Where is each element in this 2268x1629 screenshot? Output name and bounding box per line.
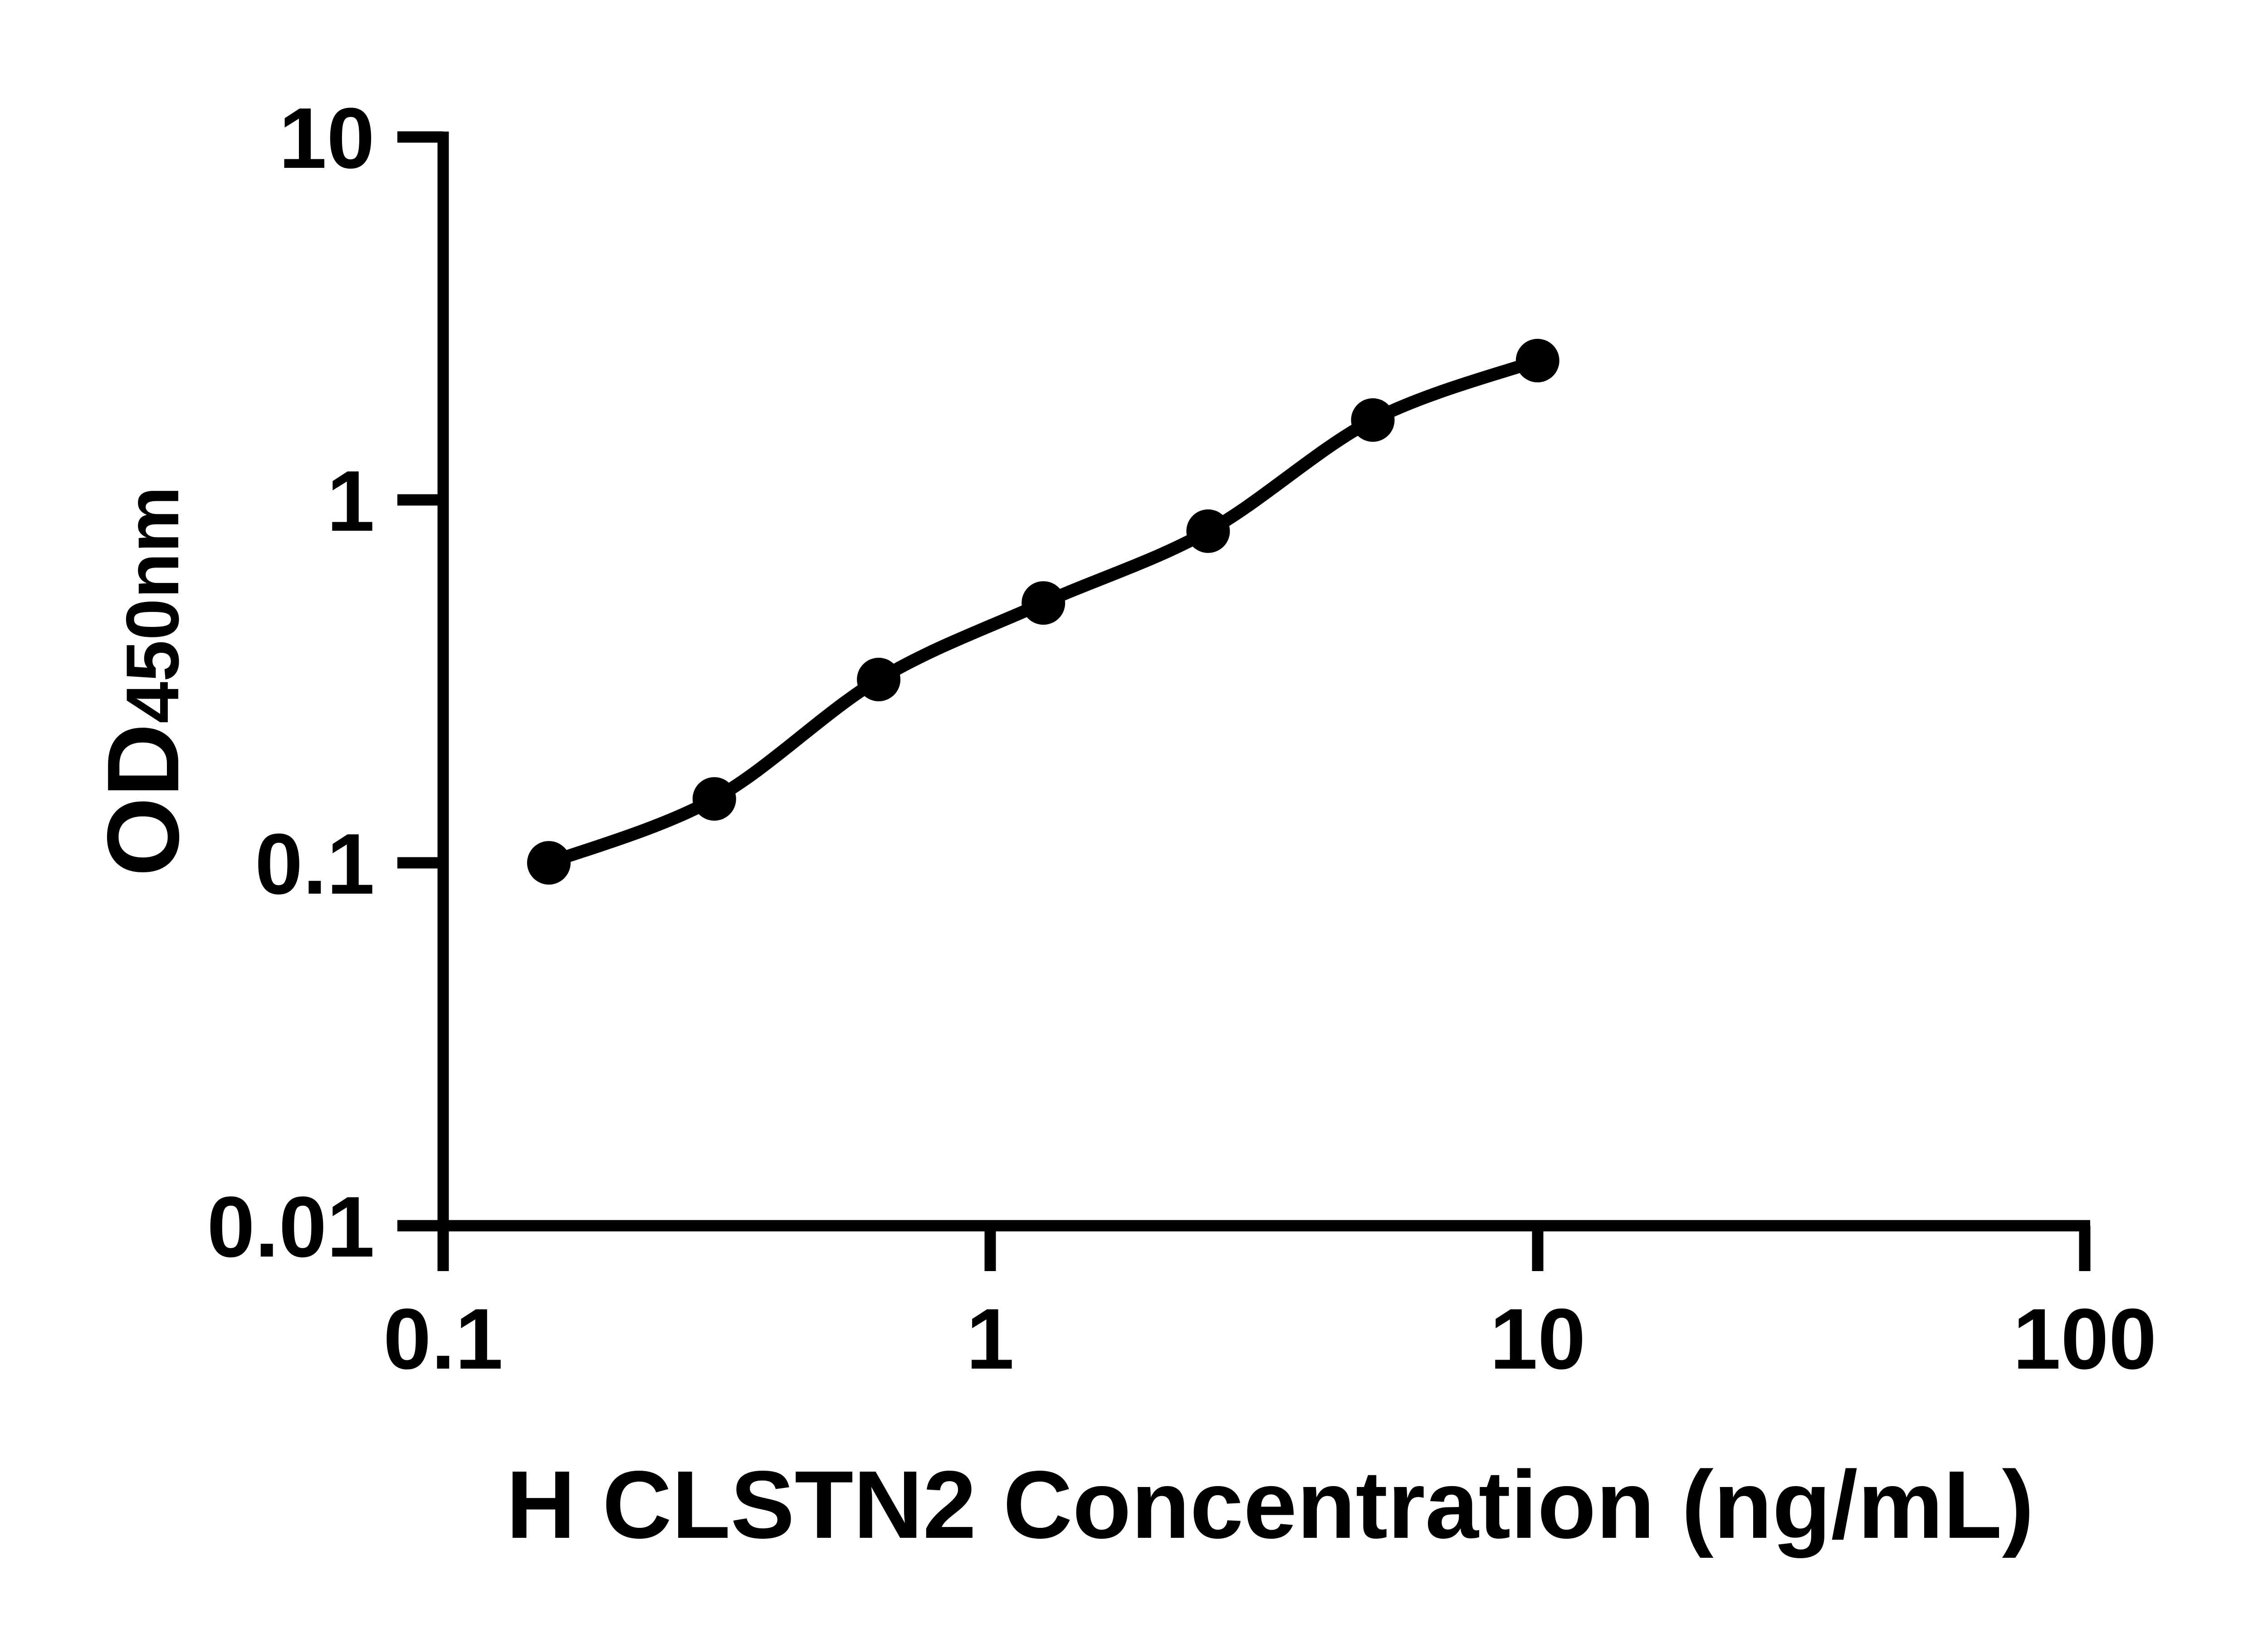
- x-axis-ticks: [437, 1226, 2091, 1271]
- x-axis-tick-labels: 0.1 1 10 100: [383, 1291, 2157, 1387]
- data-point-marker: [857, 657, 901, 701]
- axes: [437, 132, 2090, 1271]
- y-tick-label: 10: [279, 90, 375, 186]
- data-point-marker: [527, 841, 571, 885]
- x-tick-label: 10: [1490, 1291, 1585, 1387]
- x-tick-label: 100: [2013, 1291, 2156, 1387]
- y-tick-label: 1: [327, 453, 375, 549]
- x-tick-label: 1: [966, 1291, 1014, 1387]
- data-point-marker: [1022, 581, 1066, 625]
- y-axis-title-subscript: 450nm: [111, 486, 194, 724]
- data-point-marker: [1351, 398, 1395, 442]
- y-tick-label: 0.1: [255, 816, 375, 912]
- data-point-marker: [692, 777, 736, 821]
- y-axis-tick-labels: 10 1 0.1 0.01: [207, 90, 375, 1275]
- x-tick-label: 0.1: [383, 1291, 503, 1387]
- x-axis-title: H CLSTN2 Concentration (ng/mL): [506, 1451, 2034, 1558]
- y-axis-ticks: [397, 131, 443, 1232]
- y-axis-title-main: OD: [86, 724, 200, 877]
- data-point-marker: [1515, 338, 1559, 382]
- data-series: [527, 338, 1559, 885]
- y-axis-title: OD450nm: [86, 486, 200, 876]
- data-point-marker: [1186, 509, 1230, 553]
- y-tick-label: 0.01: [207, 1179, 375, 1275]
